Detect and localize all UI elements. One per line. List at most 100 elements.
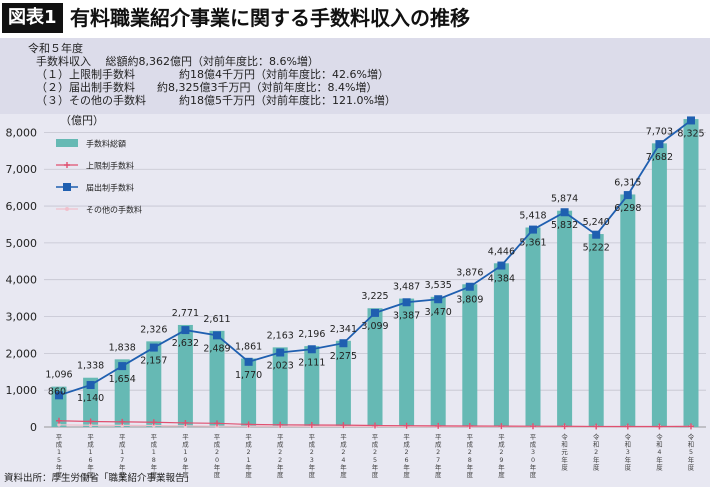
x-tick-label-char: 年: [561, 455, 568, 464]
point-other: [88, 423, 93, 428]
notified-value-label: 860: [48, 386, 66, 397]
x-tick-label-char: 成: [372, 440, 379, 449]
page-title: 有料職業紹介事業に関する手数料収入の推移: [70, 6, 470, 30]
x-tick-label-char: 8: [152, 456, 156, 464]
x-tick-label-char: 平: [498, 433, 505, 441]
point-notified: [244, 357, 253, 366]
x-tick-label-char: 度: [56, 470, 63, 479]
bar: [146, 341, 162, 427]
y-tick-label: 1,000: [6, 384, 38, 397]
point-upper: [624, 423, 631, 430]
notified-value-label: 5,361: [519, 238, 546, 249]
point-upper: [688, 423, 694, 430]
x-tick-label-char: 令: [688, 432, 695, 441]
bar: [557, 210, 573, 427]
x-tick-label-char: 年: [309, 462, 316, 471]
total-value-label: 3,535: [425, 280, 452, 291]
point-notified: [213, 331, 221, 340]
total-value-label: 2,196: [298, 329, 325, 340]
x-tick-label-char: 0: [215, 456, 219, 464]
notified-value-label: 4,384: [488, 274, 515, 285]
x-tick-label-char: 平: [403, 433, 410, 441]
x-tick-label-char: 1: [89, 448, 93, 456]
x-tick-label-char: 平: [340, 433, 347, 441]
figure-badge: 図表1: [2, 3, 63, 33]
x-tick-label-char: 度: [372, 470, 379, 479]
x-tick-label-char: 2: [468, 448, 472, 456]
y-tick-label: 7,000: [6, 163, 38, 176]
notified-value-label: 7,682: [646, 152, 673, 163]
summary-line: 令和５年度: [28, 42, 83, 55]
total-value-label: 2,163: [267, 330, 294, 341]
bar: [83, 377, 99, 427]
x-tick-label-char: 成: [435, 440, 442, 449]
x-tick-label-char: 成: [340, 440, 347, 449]
x-tick-label-char: 年: [87, 462, 94, 471]
point-notified: [86, 381, 95, 390]
x-tick-label-char: 成: [309, 440, 316, 449]
x-tick-label-char: 度: [688, 462, 695, 471]
bar: [683, 119, 699, 427]
total-value-label: 2,326: [140, 324, 167, 335]
point-upper: [498, 423, 505, 430]
point-upper: [340, 422, 347, 429]
x-tick-label-char: 元: [561, 448, 568, 456]
legend-marker-upper: [64, 162, 70, 168]
total-value-label: 1,096: [45, 370, 72, 381]
point-notified: [118, 362, 127, 371]
x-tick-label-char: 度: [530, 470, 537, 479]
legend-label: 上限制手数料: [86, 161, 134, 171]
x-tick-label-char: 1: [183, 448, 187, 456]
y-tick-label: 3,000: [6, 311, 38, 324]
x-tick-label-char: 度: [309, 470, 316, 479]
x-tick-label-char: 年: [277, 462, 284, 471]
y-axis-unit: （億円）: [60, 114, 104, 127]
bar: [367, 308, 383, 427]
x-tick-label-char: 年: [625, 455, 632, 464]
x-tick-label-char: 度: [498, 470, 505, 479]
total-value-label: 3,225: [361, 291, 388, 302]
point-notified: [402, 298, 411, 307]
x-tick-label-char: 度: [467, 470, 474, 479]
x-tick-label-char: 3: [310, 456, 314, 464]
bar: [493, 263, 509, 427]
legend-swatch-bar: [56, 139, 78, 147]
summary-line: （３）その他の手数料 約18億5千万円（対前年度比：121.0%増）: [36, 94, 396, 107]
x-tick-label-char: 度: [625, 462, 632, 471]
point-notified: [623, 191, 632, 200]
x-tick-label-char: 年: [372, 462, 379, 471]
point-notified: [529, 225, 537, 234]
bar: [241, 358, 257, 427]
point-other: [120, 423, 124, 428]
total-value-label: 7,703: [646, 126, 673, 137]
x-tick-label-char: 4: [341, 456, 345, 464]
x-tick-label-char: 2: [373, 448, 377, 456]
x-tick-label-char: 2: [247, 448, 251, 456]
x-tick-label-char: 平: [151, 433, 158, 441]
x-tick-label-char: 3: [531, 448, 535, 456]
x-tick-label-char: 年: [498, 462, 505, 471]
x-tick-label-char: 平: [182, 433, 189, 441]
x-tick-label-char: 7: [120, 456, 124, 464]
bar: [525, 227, 541, 427]
x-tick-label-char: 年: [435, 462, 442, 471]
x-tick-label-char: 成: [151, 440, 158, 449]
total-value-label: 4,446: [488, 246, 515, 257]
y-tick-label: 8,000: [6, 126, 38, 139]
point-upper: [403, 422, 410, 429]
point-notified: [371, 308, 379, 317]
x-tick-label-char: 5: [373, 456, 377, 464]
point-upper: [214, 420, 220, 427]
total-value-label: 5,240: [583, 217, 610, 228]
x-tick-label-char: 成: [87, 440, 94, 449]
y-tick-label: 6,000: [6, 200, 38, 213]
point-notified: [55, 391, 63, 400]
x-tick-label-char: 平: [372, 433, 379, 441]
x-tick-label-char: 平: [214, 433, 221, 441]
x-tick-label-char: 2: [499, 448, 503, 456]
x-tick-label-char: 和: [625, 440, 631, 449]
x-tick-label-char: 度: [87, 470, 94, 479]
point-notified: [307, 345, 316, 354]
notified-value-label: 3,387: [393, 310, 420, 321]
bar: [304, 346, 320, 427]
